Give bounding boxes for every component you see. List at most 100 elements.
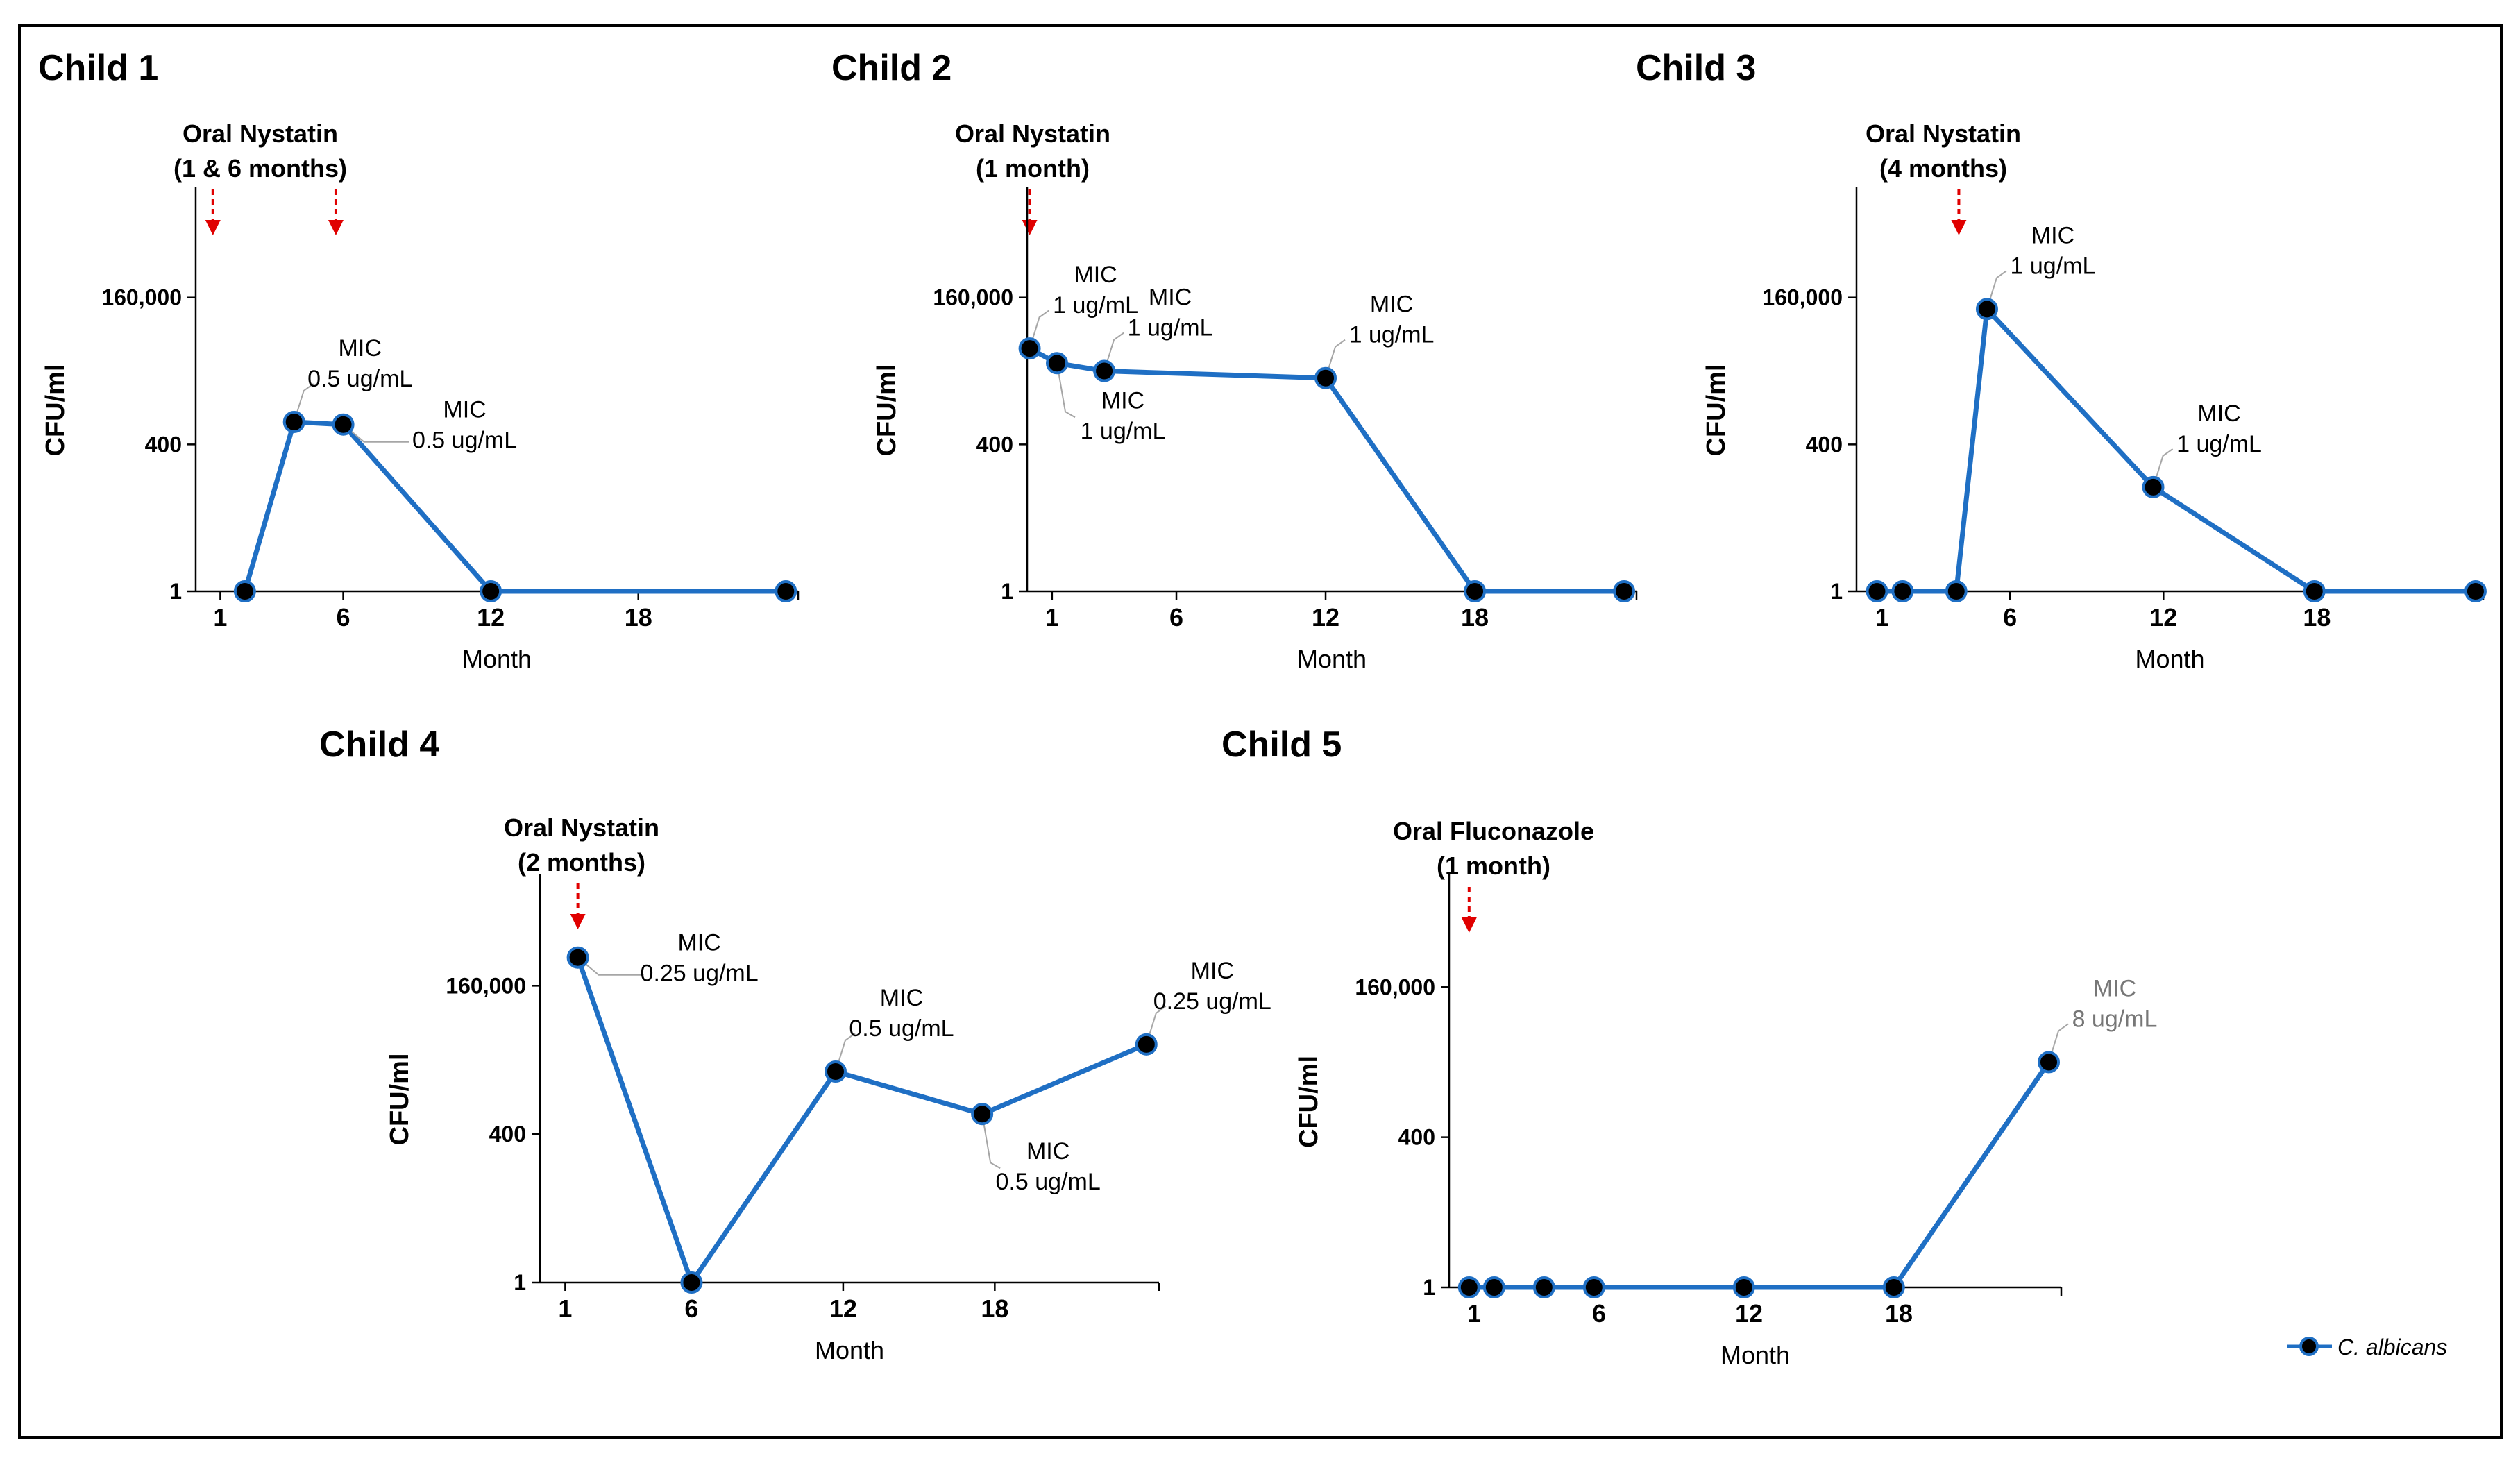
mic-annotation: MIC 0.5 ug/mL (981, 1114, 1101, 1195)
y-axis-label: CFU/ml (872, 364, 902, 457)
data-point (824, 1060, 847, 1083)
mic-label: MIC (1370, 291, 1413, 318)
panel-title: Child 3 (1636, 48, 1756, 88)
mic-label: MIC (880, 985, 923, 1011)
data-point (1093, 359, 1116, 382)
panel-title: Child 4 (319, 725, 439, 765)
y-tick-label: 400 (1398, 1125, 1435, 1150)
mic-label: MIC (1101, 387, 1144, 414)
data-point (2142, 475, 2165, 498)
treatment-duration: (2 months) (518, 848, 645, 877)
x-tick-label: 1 (1875, 603, 1889, 632)
panel-child-2: Child 2 Oral Nystatin (1 month) 1 400 160,000… (831, 48, 1638, 673)
mic-value: 8 ug/mL (2072, 1006, 2158, 1032)
mic-value: 1 ug/mL (1081, 418, 1166, 444)
data-point (1975, 298, 1998, 321)
data-point (2464, 580, 2487, 602)
mic-label: MIC (1026, 1138, 1069, 1165)
treatment-arrow (1951, 189, 1967, 235)
data-point (332, 413, 355, 436)
series-line-c-albicans (575, 956, 1148, 1285)
x-axis-label: Month (815, 1336, 884, 1364)
data-point (775, 580, 797, 602)
treatment-duration: (1 & 6 months) (174, 154, 347, 183)
data-point (566, 946, 589, 969)
treatment-arrow (205, 189, 221, 235)
treatment-arrow-head (1951, 220, 1967, 235)
mic-value: 0.5 ug/mL (849, 1015, 954, 1042)
data-point (1532, 1276, 1555, 1298)
x-tick-label: 12 (1312, 603, 1339, 632)
legend: C. albicans (2287, 1335, 2447, 1360)
treatment-label: Oral Nystatin (183, 119, 338, 148)
treatment-arrow-head (205, 220, 221, 235)
data-point (971, 1103, 994, 1126)
data-point (1945, 580, 1968, 602)
data-point (1135, 1033, 1158, 1056)
mic-label: MIC (2197, 400, 2240, 427)
mic-leader-line (981, 1114, 1001, 1169)
mic-annotation: MIC 1 ug/mL (2152, 400, 2262, 488)
mic-value: 1 ug/mL (2011, 253, 2096, 279)
x-tick-label: 18 (2303, 603, 2331, 632)
x-axis-label: Month (462, 645, 532, 673)
treatment-duration: (4 months) (1879, 154, 2007, 183)
mic-annotation: MIC 8 ug/mL (2048, 975, 2158, 1063)
treatment-label: Oral Nystatin (955, 119, 1110, 148)
legend-label: C. albicans (2337, 1335, 2447, 1360)
data-point (1891, 580, 1914, 602)
x-tick-label: 6 (2003, 603, 2017, 632)
y-tick-label: 1 (1001, 579, 1013, 604)
x-tick-label: 18 (1885, 1299, 1913, 1328)
mic-annotation: MIC 1 ug/mL (1103, 285, 1213, 371)
mic-value: 0.5 ug/mL (412, 428, 517, 454)
mic-value: 1 ug/mL (1128, 315, 1213, 341)
x-tick-label: 18 (625, 603, 652, 632)
mic-label: MIC (2093, 975, 2136, 1001)
x-tick-label: 1 (1045, 603, 1059, 632)
data-point (680, 1271, 703, 1294)
mic-annotation: MIC 1 ug/mL (1986, 222, 2096, 310)
y-tick-label: 400 (145, 432, 182, 457)
y-tick-label: 1 (169, 579, 182, 604)
series-line-c-albicans (1469, 1060, 2051, 1290)
y-tick-label: 400 (489, 1122, 526, 1147)
mic-label: MIC (1074, 262, 1117, 288)
treatment-arrow-head (328, 220, 344, 235)
y-tick-label: 160,000 (1762, 285, 1843, 310)
data-point (1457, 1276, 1480, 1298)
x-axis-label: Month (2135, 645, 2204, 673)
mic-leader-line (1056, 363, 1076, 418)
panel-title: Child 1 (38, 48, 158, 88)
mic-annotation: MIC 0.25 ug/mL (577, 930, 759, 987)
x-tick-label: 6 (337, 603, 350, 632)
mic-label: MIC (443, 397, 486, 423)
y-tick-label: 160,000 (446, 973, 526, 998)
x-tick-label: 12 (1735, 1299, 1763, 1328)
treatment-label: Oral Fluconazole (1393, 817, 1594, 845)
treatment-label: Oral Nystatin (1866, 119, 2021, 148)
y-tick-label: 1 (1423, 1275, 1435, 1300)
treatment-arrow-head (1022, 220, 1038, 235)
mic-value: 0.5 ug/mL (307, 366, 412, 392)
treatment-arrow (328, 189, 344, 235)
x-tick-label: 12 (829, 1294, 857, 1323)
x-tick-label: 12 (477, 603, 505, 632)
mic-value: 0.25 ug/mL (641, 961, 759, 987)
x-tick-label: 1 (1467, 1299, 1481, 1328)
treatment-arrow (1461, 887, 1477, 933)
data-point (2303, 580, 2326, 602)
data-point (1866, 580, 1888, 602)
mic-label: MIC (2031, 222, 2074, 248)
y-axis-label: CFU/ml (385, 1054, 414, 1146)
mic-label: MIC (677, 930, 720, 956)
x-tick-label: 6 (1169, 603, 1183, 632)
treatment-arrow-head (570, 914, 586, 929)
data-point (1464, 580, 1487, 602)
data-point (233, 580, 256, 602)
y-axis-label: CFU/ml (1702, 364, 1731, 457)
mic-annotation: MIC 0.25 ug/mL (1145, 958, 1271, 1045)
mic-annotation: MIC 0.5 ug/mL (342, 397, 517, 454)
